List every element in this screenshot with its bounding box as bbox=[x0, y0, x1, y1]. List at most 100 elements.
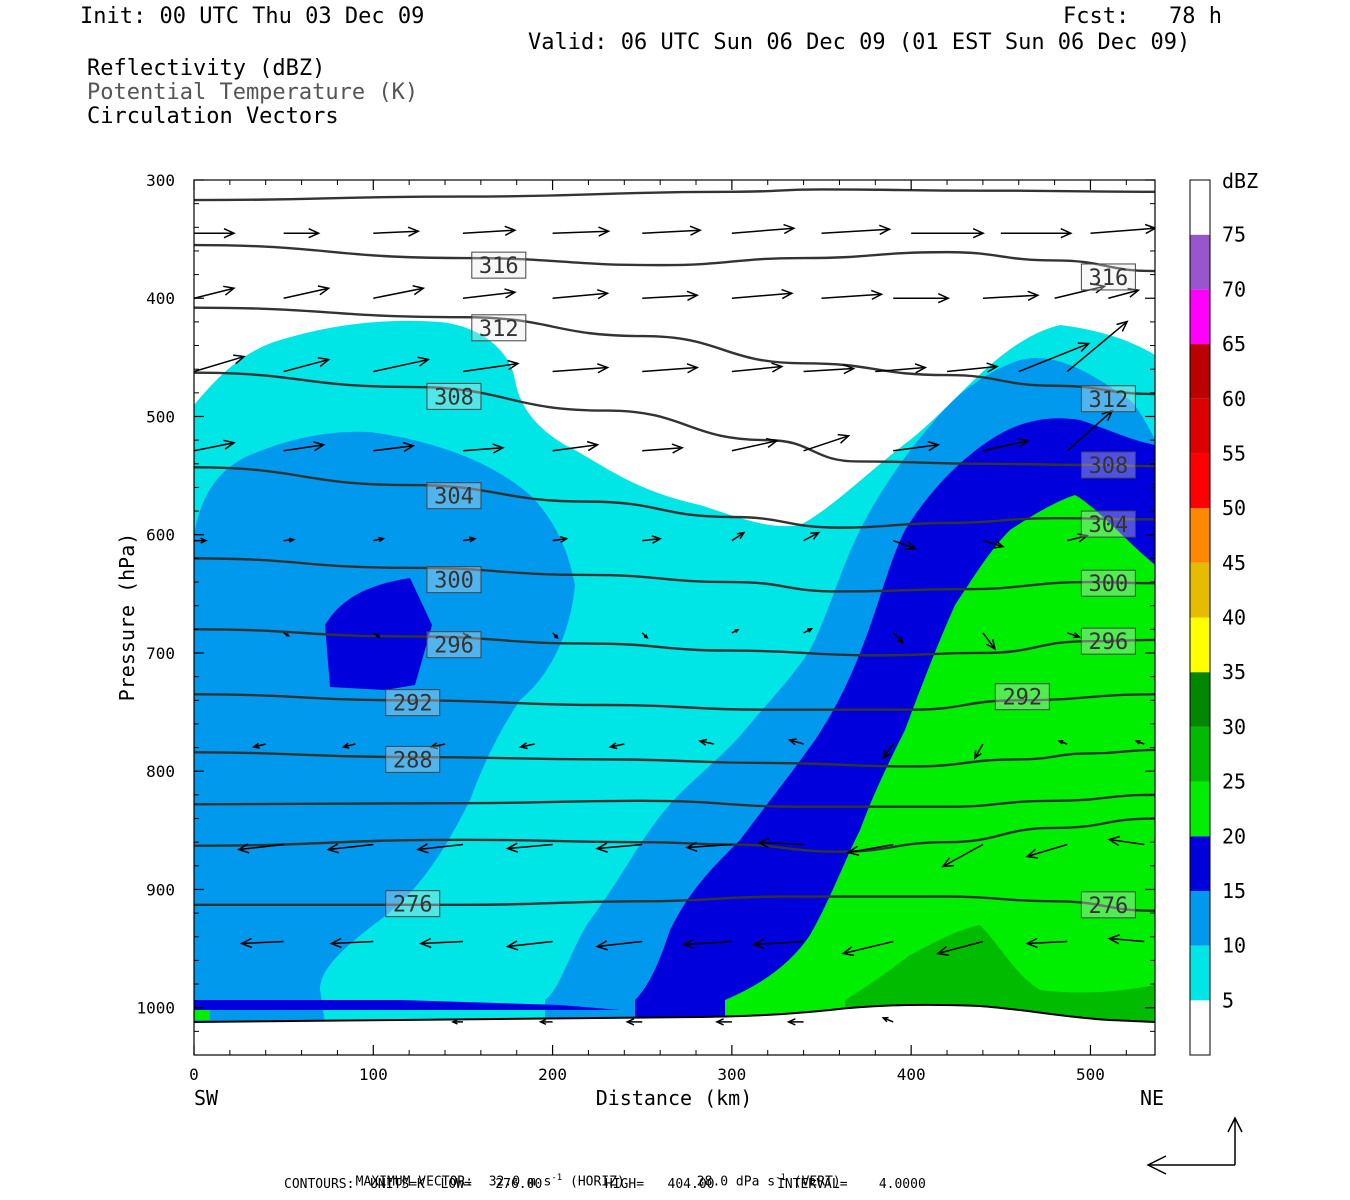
contour-labels: 316 316 312 312 308 308 304 304 300 300 296 296 292 2… bbox=[385, 251, 1136, 919]
circulation-vector bbox=[595, 842, 643, 853]
contour-label-box bbox=[1080, 627, 1136, 655]
contour-label: 292 bbox=[393, 692, 433, 717]
colorbar-swatch bbox=[1190, 890, 1210, 946]
reflectivity-10dbz-region bbox=[194, 431, 575, 1055]
circulation-vector bbox=[982, 632, 996, 651]
circulation-vector bbox=[731, 288, 794, 300]
circulation-vector bbox=[682, 938, 732, 950]
colorbar-swatch bbox=[1190, 508, 1210, 563]
circulation-vector bbox=[786, 1018, 804, 1026]
y-tick-label: 400 bbox=[146, 289, 175, 308]
colorbar-frame bbox=[1189, 179, 1211, 1056]
colorbar-swatch bbox=[1190, 453, 1210, 509]
circulation-vector bbox=[731, 531, 746, 542]
theta-contour-line bbox=[194, 628, 1155, 657]
contour-label: 276 bbox=[1089, 894, 1129, 919]
colorbar-tick-label: 25 bbox=[1222, 770, 1246, 794]
colorbar-swatch bbox=[1190, 836, 1210, 891]
circulation-vector bbox=[1107, 835, 1145, 847]
y-axis-label: Pressure (hPa) bbox=[115, 533, 139, 702]
contour-label-box bbox=[471, 251, 527, 279]
colorbar-label: dBZ bbox=[1222, 169, 1258, 193]
circulation-vector bbox=[625, 1018, 643, 1026]
circulation-vector bbox=[1066, 632, 1081, 639]
circulation-vector bbox=[893, 440, 941, 452]
x-tick-label: 0 bbox=[189, 1065, 199, 1084]
circulation-vector bbox=[731, 362, 784, 373]
y-tick-label: 800 bbox=[146, 762, 175, 781]
colorbar-tick-label: 55 bbox=[1222, 441, 1246, 465]
colorbar-swatch bbox=[1190, 344, 1210, 399]
field-reflectivity: Reflectivity (dBZ) bbox=[87, 56, 326, 81]
contour-label: 300 bbox=[1089, 572, 1129, 597]
plot-frame bbox=[193, 179, 1156, 1056]
contour-label-box bbox=[426, 382, 482, 410]
circulation-vector bbox=[846, 843, 894, 856]
circulation-vector bbox=[982, 539, 1005, 549]
y-tick-label: 300 bbox=[146, 171, 175, 190]
y-tick-label: 1000 bbox=[136, 999, 175, 1018]
contour-label-box bbox=[471, 314, 527, 342]
circulation-vector bbox=[698, 738, 715, 746]
circulation-vector bbox=[341, 742, 356, 749]
contour-label: 312 bbox=[479, 317, 519, 342]
reflectivity-surface-band bbox=[194, 1000, 620, 1010]
circulation-vector bbox=[462, 632, 471, 638]
circulation-vector bbox=[756, 837, 804, 849]
circulation-vector bbox=[1066, 320, 1129, 373]
colorbar-tick-label: 30 bbox=[1222, 715, 1246, 739]
circulation-vector bbox=[1066, 533, 1089, 543]
circulation-vector bbox=[731, 437, 779, 452]
contour-label: 312 bbox=[1089, 388, 1129, 413]
circulation-vector bbox=[194, 285, 236, 299]
colorbar-tick-label: 35 bbox=[1222, 660, 1246, 684]
circulation-vector bbox=[239, 937, 284, 949]
colorbar-swatch bbox=[1190, 781, 1210, 837]
circulation-vector bbox=[251, 742, 266, 749]
circulation-vector bbox=[505, 842, 553, 853]
theta-contour-line bbox=[194, 466, 1155, 529]
circulation-vector bbox=[462, 359, 520, 373]
circulation-vector bbox=[283, 441, 326, 452]
circulation-vector bbox=[875, 363, 928, 374]
circulation-vector bbox=[1025, 937, 1068, 949]
contour-label-box bbox=[385, 745, 441, 773]
circulation-vector bbox=[552, 288, 610, 300]
circulation-vector bbox=[462, 288, 517, 299]
x-tick-label: 300 bbox=[717, 1065, 746, 1084]
colorbar-swatch bbox=[1190, 726, 1210, 782]
contour-label: 308 bbox=[434, 385, 474, 410]
contour-label: 288 bbox=[393, 748, 433, 773]
max-vector-info: MAXIMUM VECTOR: 32.0 m s-1 (HORIZ) 28.0 d… bbox=[355, 1173, 841, 1190]
contour-label-box bbox=[426, 631, 482, 659]
circulation-vector bbox=[552, 535, 569, 544]
contour-label: 300 bbox=[434, 569, 474, 594]
x-left-label: SW bbox=[194, 1086, 219, 1110]
colorbar-tick-label: 10 bbox=[1222, 934, 1246, 958]
circulation-vector bbox=[821, 224, 892, 235]
circulation-vector bbox=[373, 441, 416, 453]
contour-label-box bbox=[994, 683, 1050, 711]
theta-contour-line bbox=[194, 693, 1155, 711]
circulation-vector bbox=[1066, 409, 1114, 452]
circulation-vector bbox=[892, 632, 905, 645]
terrain-underground bbox=[194, 1004, 1155, 1055]
circulation-vector bbox=[946, 362, 999, 373]
colorbar-tick-label: 60 bbox=[1222, 387, 1246, 411]
contour-label: 308 bbox=[1089, 454, 1129, 479]
colorbar-tick-label: 5 bbox=[1222, 988, 1234, 1012]
y-tick-label: 700 bbox=[146, 644, 175, 663]
theta-contour-line bbox=[194, 748, 1155, 768]
theta-contour-line bbox=[194, 817, 1155, 853]
circulation-vector bbox=[1018, 342, 1091, 373]
contour-label-box bbox=[385, 890, 441, 918]
colorbar-swatch bbox=[1190, 945, 1210, 1001]
circulation-vector bbox=[462, 536, 477, 543]
theta-contour-line bbox=[194, 243, 1155, 273]
circulation-vector bbox=[882, 743, 894, 760]
forecast-hour: Fcst: 78 h bbox=[1063, 4, 1222, 29]
colorbar-swatch bbox=[1190, 617, 1210, 673]
circulation-vector bbox=[642, 290, 700, 301]
theta-contour-line bbox=[194, 895, 1155, 912]
colorbar-swatch bbox=[1190, 289, 1210, 345]
